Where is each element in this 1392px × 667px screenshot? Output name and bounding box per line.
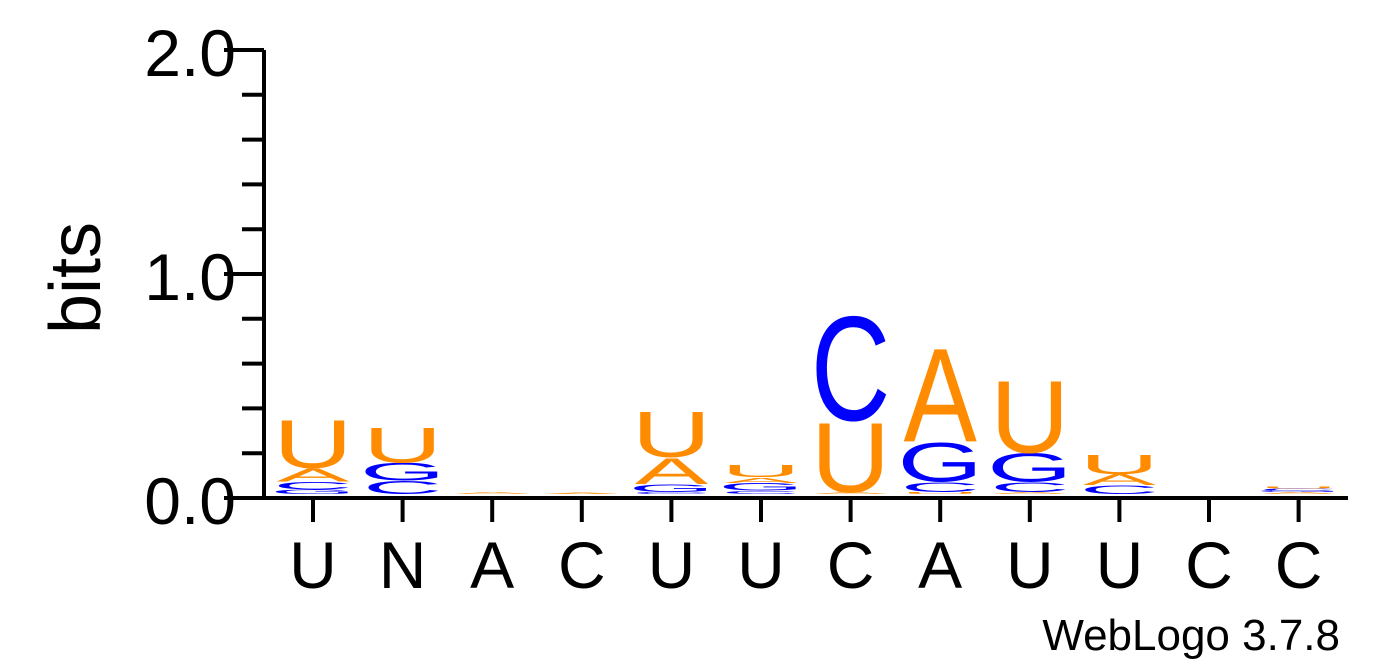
weblogo-version-label: WebLogo 3.7.8 [1042, 611, 1340, 660]
y-tick-label: 0.0 [144, 464, 236, 538]
logo-letter-G: G [360, 458, 446, 486]
logo-letter-U: U [632, 399, 711, 472]
logo-letter-A: A [904, 320, 978, 470]
logo-letter-A: A [1083, 471, 1157, 488]
logo-letter-G: G [987, 445, 1073, 490]
logo-letter-A: A [545, 492, 619, 494]
logo-letter-A: A [993, 491, 1067, 494]
y-axis-label: bits [36, 222, 116, 334]
logo-letter-C: C [990, 479, 1069, 495]
logo-stack-position-10: CAU [1080, 449, 1159, 497]
logo-letter-U: U [811, 403, 890, 514]
logo-letter-G: G [270, 488, 356, 495]
logo-letter-U: U [1259, 486, 1338, 489]
logo-letter-U: U [1080, 449, 1159, 480]
logo-letter-U: U [721, 462, 800, 481]
x-tick-label: C [558, 528, 606, 602]
logo-letter-A: A [1262, 492, 1336, 495]
logo-letter-C: C [632, 491, 711, 494]
y-axis: 0.0 1.0 2.0 [144, 16, 266, 538]
logo-letter-G: G [629, 482, 715, 494]
logo-letter-G: G [897, 432, 983, 494]
x-tick-label: C [1275, 528, 1323, 602]
logo-letter-C: C [811, 285, 890, 452]
logo-letter-C: C [1259, 488, 1338, 491]
logo-stack-position-2: CGU [360, 418, 446, 498]
logo-letter-U: U [900, 491, 979, 494]
logo-letter-C: C [273, 480, 352, 492]
logo-letter-U: U [273, 407, 352, 483]
logo-letter-G: G [718, 481, 804, 493]
logo-stack-position-7: AUC [811, 285, 890, 514]
logo-stack-position-3: A [456, 491, 530, 494]
x-tick-label: U [1006, 528, 1054, 602]
logo-stack-position-4: A [545, 492, 619, 494]
logo-letter-A: A [635, 451, 709, 492]
logo-letter-G: G [1256, 490, 1342, 493]
y-tick-label: 2.0 [144, 16, 236, 90]
logo-letter-A: A [724, 476, 797, 485]
logo-letter-C: C [1080, 483, 1159, 497]
logo-letter-A: A [276, 465, 350, 486]
logo-letter-U: U [363, 418, 442, 473]
logo-letter-C: C [363, 477, 442, 498]
y-tick-label: 1.0 [144, 240, 236, 314]
x-tick-label: A [470, 528, 514, 602]
x-tick-label: U [1096, 528, 1144, 602]
x-tick-label: N [379, 528, 427, 602]
logo-letter-C: C [900, 479, 979, 495]
x-tick-label: A [918, 528, 962, 602]
logo-letter-U: U [990, 360, 1069, 475]
x-tick-label: U [648, 528, 696, 602]
x-tick-label: C [1185, 528, 1233, 602]
logo-letter-C: C [721, 490, 800, 495]
x-tick-label: U [737, 528, 785, 602]
x-tick-label: C [827, 528, 875, 602]
logo-letter-A: A [814, 491, 888, 494]
x-tick-label: U [289, 528, 337, 602]
logo-letter-A: A [456, 491, 530, 494]
